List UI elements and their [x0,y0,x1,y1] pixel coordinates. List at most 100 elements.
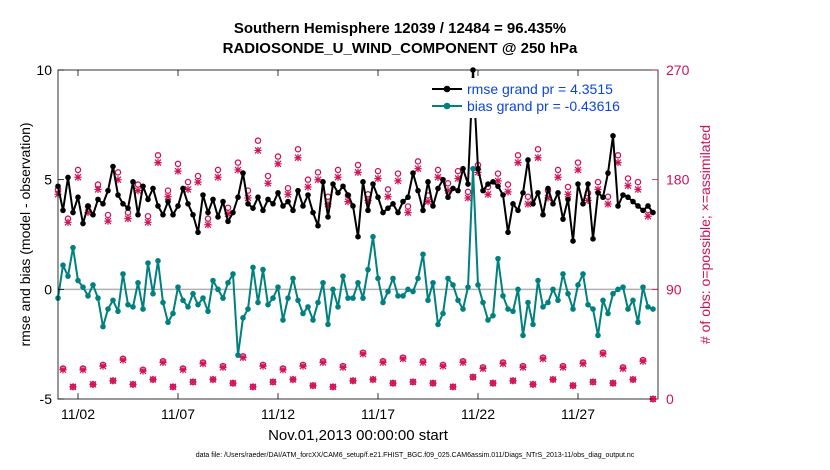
bias-point [320,279,326,286]
bias-point [445,275,451,282]
possible-obs-marker [504,181,512,188]
bias-point [95,295,101,301]
assimilated-obs-marker [534,154,542,162]
bias-point [565,290,571,297]
assimilated-obs-marker [224,210,232,218]
bias-point [350,295,356,301]
assimilated-obs-marker [419,358,427,367]
assimilated-obs-marker [324,200,332,208]
assimilated-obs-marker [374,174,382,183]
assimilated-obs-marker [159,358,167,367]
bias-point [485,317,491,323]
legend-rmse-marker [443,85,451,93]
assimilated-obs-marker [414,165,422,173]
assimilated-obs-marker [594,185,602,194]
legend-rmse-label: rmse grand pr = 4.3515 [467,81,613,97]
rmse-point [515,207,521,214]
bias-point [645,304,651,310]
assimilated-obs-marker [209,375,217,384]
possible-obs-marker [594,178,602,186]
rmse-point [260,207,266,214]
bias-point [65,273,71,279]
bias-point [125,301,131,308]
bias-point [280,317,286,323]
axes-ticks: 11/02 11/07 11/12 11/17 11/22 11/27 -5 0 5 10 0 90 1… [36,62,689,422]
assimilated-obs-marker [444,187,452,195]
y2-tick-label: 180 [666,172,690,188]
bias-point [175,284,181,290]
bias-point [220,295,226,301]
bias-point [335,304,341,310]
y2-tick-label: 90 [666,281,682,297]
rmse-point [485,181,491,187]
assimilated-obs-marker [544,194,552,202]
rmse-point [565,196,571,203]
assimilated-obs-marker [314,176,322,184]
assimilated-obs-marker [464,194,472,202]
bias-point [550,286,556,293]
bias-point [120,271,126,277]
assimilated-obs-marker [124,215,132,223]
rmse-point [90,211,96,218]
rmse-point [530,200,536,207]
bias-point [560,271,566,277]
assimilated-obs-marker [309,381,317,390]
assimilated-obs-marker [589,378,597,386]
bias-point [525,299,531,306]
bias-point [355,279,361,286]
rmse-point [350,203,356,209]
bias-point [625,306,631,312]
y-tick-label: 10 [36,62,52,78]
bias-point [630,297,636,304]
rmse-point [110,163,116,170]
rmse-point [650,209,656,216]
assimilated-obs-marker [514,159,522,167]
assimilated-obs-marker [99,362,107,370]
bias-point [240,315,246,321]
assimilated-obs-marker [299,362,307,370]
assimilated-obs-marker [259,362,267,370]
assimilated-obs-marker [199,360,207,368]
rmse-point [410,170,416,176]
assimilated-obs-marker [614,159,622,167]
rmse-point [620,192,626,198]
assimilated-obs-marker [119,356,127,364]
rmse-point [305,192,311,198]
bias-point [500,293,506,299]
rmse-point [590,236,596,242]
rmse-point [630,198,636,205]
rmse-point [175,203,181,209]
bias-point [345,295,351,301]
assimilated-obs-marker [89,380,97,388]
y2-axis-label: # of obs: o=possible; ×=assimilated [697,125,713,344]
bias-point [540,304,546,310]
possible-obs-marker [614,152,622,159]
bias-point [295,297,301,304]
bias-point [145,260,151,266]
assimilated-obs-marker [294,154,302,162]
assimilated-obs-marker [529,380,537,388]
rmse-point [65,174,71,181]
rmse-point [205,209,211,216]
rmse-point [215,214,221,220]
rmse-point [60,207,66,214]
rmse-point [370,181,376,187]
bias-point [400,293,406,299]
possible-obs-marker [514,152,522,159]
bias-point [605,310,611,317]
bias-point [110,297,116,304]
bias-point [405,286,411,293]
rmse-point [420,207,426,214]
bias-point [215,286,221,293]
assimilated-obs-marker [394,177,402,185]
rmse-point [245,200,251,207]
assimilated-obs-marker [329,383,337,391]
rmse-point [535,190,541,196]
bias-point [170,310,176,317]
bias-point [60,262,66,269]
possible-obs-marker [234,159,242,166]
assimilated-obs-marker [504,188,512,196]
rmse-point [300,203,306,209]
assimilated-obs-marker [239,353,247,362]
